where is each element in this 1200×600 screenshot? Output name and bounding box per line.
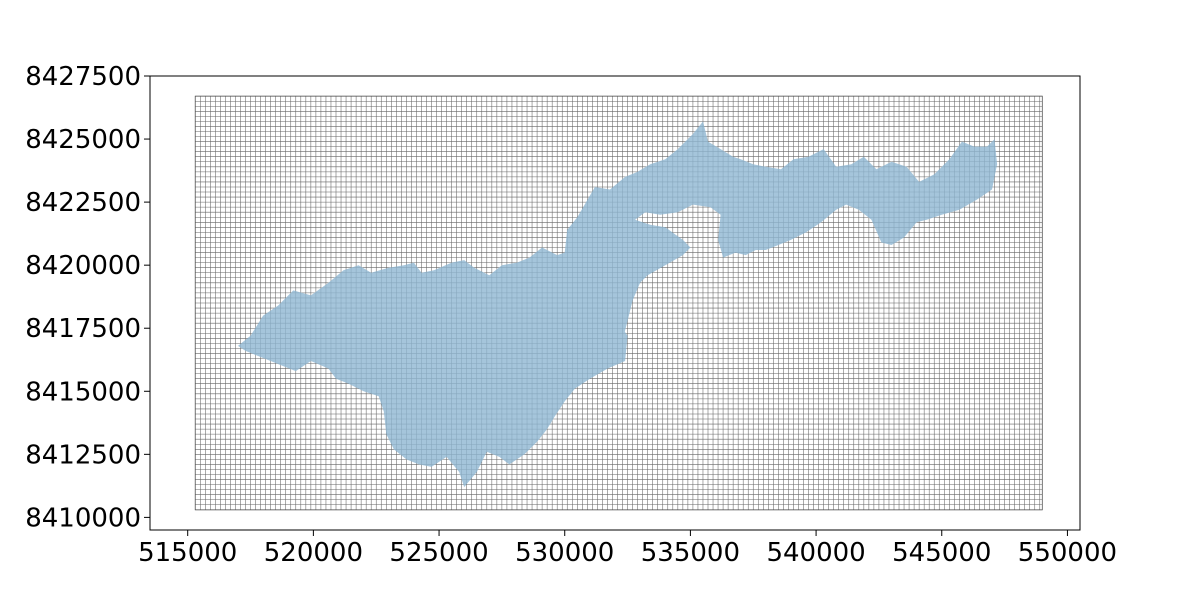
y-tick-label: 8410000 <box>25 503 141 533</box>
y-tick-label: 8412500 <box>25 440 141 470</box>
y-tick-label: 8422500 <box>25 188 141 218</box>
y-tick-label: 8415000 <box>25 377 141 407</box>
x-tick-label: 525000 <box>389 538 488 568</box>
x-tick-label: 515000 <box>138 538 237 568</box>
y-tick-label: 8417500 <box>25 314 141 344</box>
x-tick-label: 545000 <box>892 538 991 568</box>
plot-frame <box>149 75 1081 531</box>
x-tick-label: 540000 <box>766 538 865 568</box>
x-tick-label: 535000 <box>641 538 740 568</box>
x-tick-label: 550000 <box>1018 538 1117 568</box>
mesh-boundary <box>194 95 1043 511</box>
x-tick-label: 530000 <box>515 538 614 568</box>
y-tick-label: 8425000 <box>25 125 141 155</box>
watershed-polygon-layer <box>238 121 998 488</box>
axes: 515000 520000 525000 530000 535000 540000 5450… <box>25 62 1117 568</box>
y-tick-label: 8420000 <box>25 251 141 281</box>
y-tick-label: 8427500 <box>25 62 141 92</box>
watershed-polygon <box>238 121 998 488</box>
x-tick-label: 520000 <box>264 538 363 568</box>
